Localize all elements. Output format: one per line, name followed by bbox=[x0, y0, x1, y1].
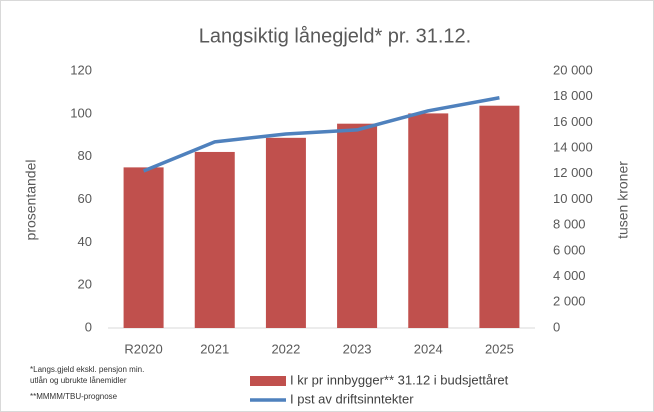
note: **MMMM/TBU-prognose bbox=[30, 392, 118, 401]
y2-tick-label: 8 000 bbox=[553, 217, 586, 232]
x-tick-label: 2021 bbox=[200, 341, 229, 356]
y2-tick-label: 4 000 bbox=[553, 268, 586, 283]
y2-tick-label: 0 bbox=[553, 319, 560, 334]
y2-tick-label: 6 000 bbox=[553, 242, 586, 257]
y2-tick-label: 10 000 bbox=[553, 191, 593, 206]
line bbox=[142, 96, 500, 173]
x-tick-label: 2022 bbox=[271, 341, 300, 356]
y-tick-label: 60 bbox=[78, 191, 92, 206]
y-tick-label: 20 bbox=[78, 277, 92, 292]
y2-tick-label: 20 000 bbox=[553, 62, 593, 77]
bar bbox=[265, 137, 306, 328]
x-tick-label: R2020 bbox=[124, 341, 162, 356]
legend-swatch bbox=[250, 376, 286, 386]
note: *Langs.gjeld ekskl. pensjon min. bbox=[30, 365, 144, 374]
y2-tick-label: 2 000 bbox=[553, 294, 586, 309]
x-tick-label: 2025 bbox=[485, 341, 514, 356]
y-tick-label: 40 bbox=[78, 234, 92, 249]
bar bbox=[479, 105, 520, 328]
y-axis-title: prosentandel bbox=[23, 160, 39, 241]
x-tick-label: 2024 bbox=[414, 341, 443, 356]
y2-tick-label: 16 000 bbox=[553, 114, 593, 129]
bar bbox=[408, 113, 449, 328]
y-tick-label: 0 bbox=[85, 319, 92, 334]
x-tick-label: 2023 bbox=[343, 341, 372, 356]
y-tick-label: 120 bbox=[70, 62, 92, 77]
bar bbox=[123, 167, 164, 328]
chart-title: Langsiktig lånegjeld* pr. 31.12. bbox=[199, 25, 471, 47]
y-tick-label: 80 bbox=[78, 148, 92, 163]
y-tick-label: 100 bbox=[70, 105, 92, 120]
y2-tick-label: 14 000 bbox=[553, 140, 593, 155]
legend-label: I kr pr innbygger** 31.12 i budsjettåret bbox=[290, 372, 509, 387]
note: utlån og ubrukte lånemidler bbox=[30, 376, 127, 385]
legend-label: I pst av driftsinntekter bbox=[290, 391, 414, 406]
bar bbox=[194, 151, 235, 328]
y2-tick-label: 12 000 bbox=[553, 165, 593, 180]
y2-tick-label: 18 000 bbox=[553, 88, 593, 103]
bar bbox=[337, 123, 378, 328]
y2-axis-title: tusen kroner bbox=[615, 161, 631, 239]
